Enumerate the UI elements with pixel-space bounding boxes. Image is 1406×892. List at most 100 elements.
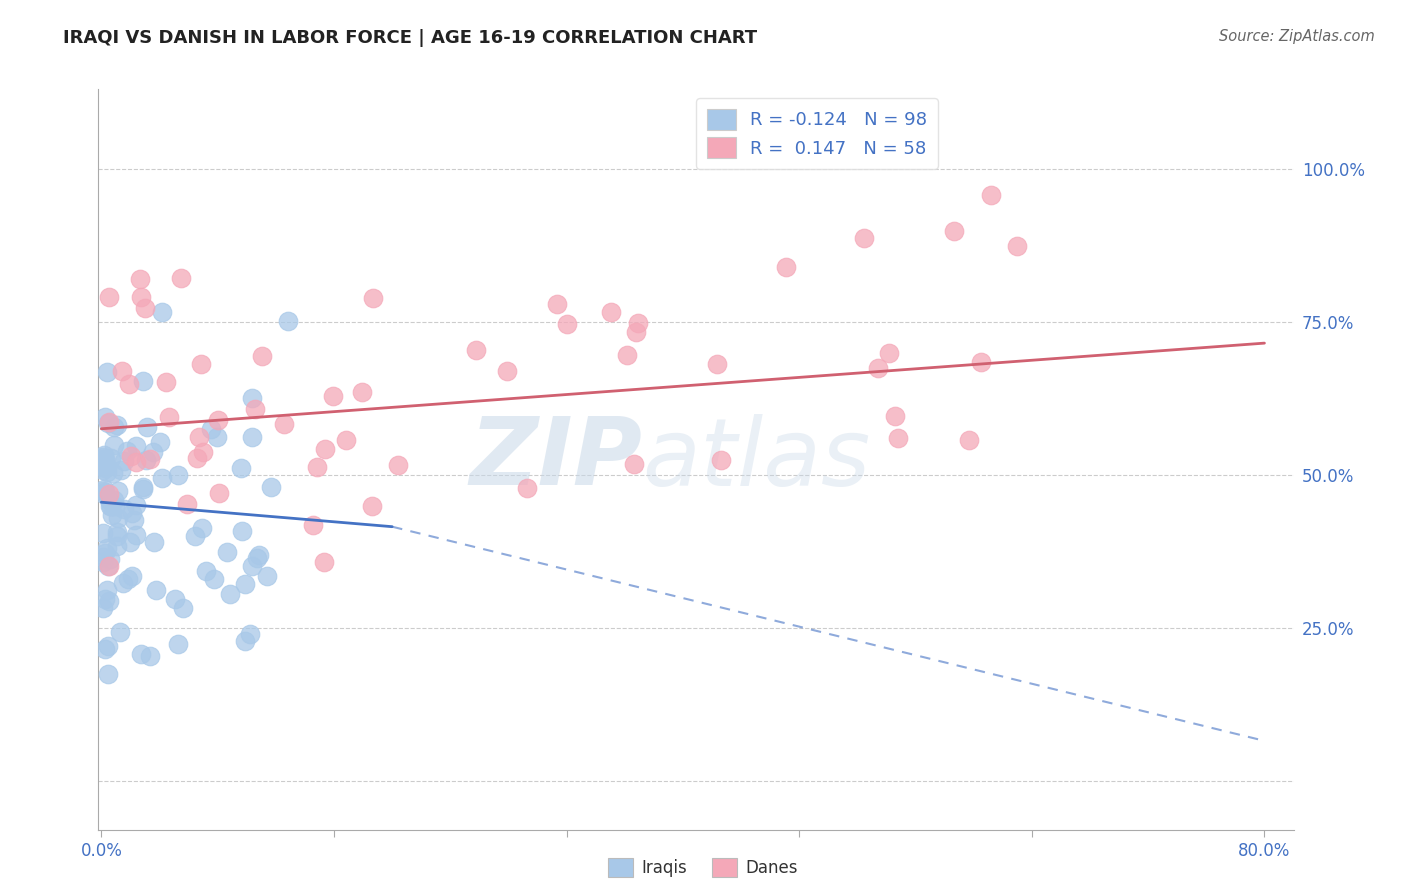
Point [616,348,638,362]
Point [322,389,344,403]
Point [166,468,188,483]
Point [96,466,118,480]
Point [387,458,409,473]
Point [97,558,120,573]
Point [120,449,142,463]
Point [172,601,194,615]
Point [252,349,274,363]
Point [980,188,1002,202]
Point [93,448,115,462]
Point [600,305,623,319]
Point [314,555,336,569]
Point [112,454,135,468]
Point [942,223,965,237]
Point [207,413,229,427]
Point [98,594,121,608]
Point [233,577,256,591]
Point [101,508,124,523]
Point [176,497,198,511]
Point [496,364,519,378]
Point [191,444,214,458]
Point [91,525,114,540]
Point [107,511,129,525]
Point [273,417,295,432]
Point [103,438,125,452]
Point [186,450,208,465]
Point [117,572,139,586]
Point [886,431,908,445]
Point [97,666,120,681]
Point [217,545,239,559]
Point [105,524,128,539]
Point [96,541,118,555]
Point [91,451,114,466]
Point [191,521,214,535]
Point [97,415,120,429]
Point [125,439,148,453]
Point [152,305,174,319]
Point [94,461,117,475]
Point [710,453,733,467]
Point [94,484,117,499]
Point [194,564,217,578]
Point [97,558,120,573]
Point [231,524,253,538]
Point [118,377,141,392]
Point [97,290,120,304]
Point [110,463,132,477]
Point [233,634,256,648]
Point [243,402,266,417]
Point [623,458,645,472]
Point [884,409,907,423]
Point [277,314,299,328]
Point [208,485,231,500]
Point [98,500,121,514]
Point [93,454,115,468]
Point [155,375,177,389]
Point [970,355,993,369]
Point [202,572,225,586]
Point [150,471,173,485]
Text: IRAQI VS DANISH IN LABOR FORCE | AGE 16-19 CORRELATION CHART: IRAQI VS DANISH IN LABOR FORCE | AGE 16-… [63,29,758,46]
Point [98,552,121,566]
Point [135,452,157,467]
Point [145,583,167,598]
Point [183,529,205,543]
Point [516,481,538,495]
Point [129,290,152,304]
Point [627,316,650,330]
Point [139,648,162,663]
Point [167,637,190,651]
Point [239,627,262,641]
Point [706,357,728,371]
Point [125,455,148,469]
Point [98,493,121,508]
Point [93,545,115,559]
Point [866,360,889,375]
Point [124,498,146,512]
Point [170,270,193,285]
Point [122,513,145,527]
Point [134,301,156,315]
Point [142,444,165,458]
Point [187,430,209,444]
Point [117,444,139,458]
Legend: R = -0.124   N = 98, R =  0.147   N = 58: R = -0.124 N = 98, R = 0.147 N = 58 [696,98,938,169]
Point [93,482,115,496]
Point [240,558,263,573]
Point [96,460,118,475]
Point [105,539,128,553]
Point [91,549,114,564]
Point [877,346,900,360]
Point [129,647,152,661]
Point [546,297,568,311]
Point [94,451,117,466]
Point [91,555,114,569]
Point [1007,239,1029,253]
Point [100,450,122,465]
Point [112,501,135,516]
Text: Source: ZipAtlas.com: Source: ZipAtlas.com [1219,29,1375,44]
Point [231,460,253,475]
Point [103,466,125,480]
Point [103,493,125,508]
